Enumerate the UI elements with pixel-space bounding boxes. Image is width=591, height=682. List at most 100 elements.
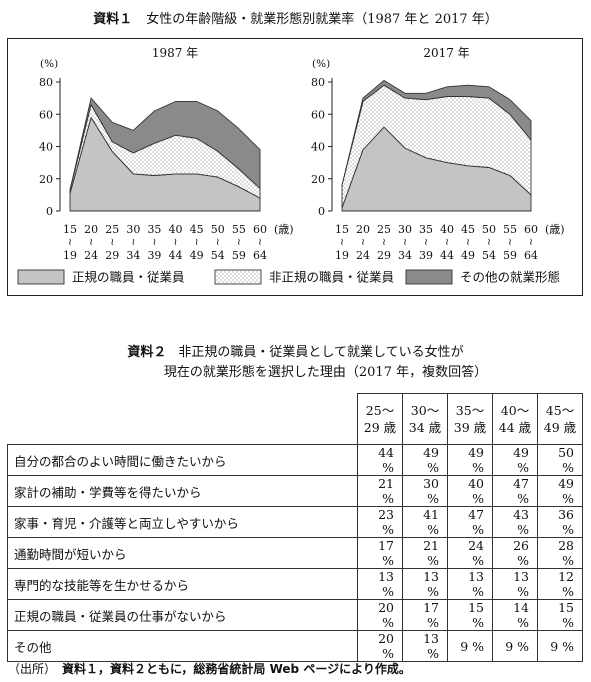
chart1-x-tick-bottom: 19 xyxy=(63,249,77,262)
chart2-y-tick-label: 0 xyxy=(318,205,325,218)
chart2-x-tick-top: 15 xyxy=(335,223,349,236)
legend-swatch-1 xyxy=(17,269,65,285)
column-header-bottom: 34 歳 xyxy=(408,420,442,435)
table-cell: 24 % xyxy=(447,537,493,569)
chart1-x-tick-top: 60 xyxy=(253,223,267,236)
chart1-x-tick-bottom: 64 xyxy=(253,249,267,262)
row-label: 家事・育児・介護等と両立しやすいから xyxy=(7,506,358,538)
table-column-header: 30～ 34 歳 xyxy=(402,393,448,445)
table-cell: 47 % xyxy=(447,506,493,538)
chart1-x-tick-top: 30 xyxy=(126,223,140,236)
table-cell: 40 % xyxy=(447,475,493,507)
chart2-x-tick-top: 40 xyxy=(440,223,454,236)
chart1-x-tick-top: 20 xyxy=(84,223,98,236)
chart1-x-tick-top: 25 xyxy=(105,223,119,236)
chart1-x-tick-sep: ≀ xyxy=(258,237,262,248)
material2-label: 資料２ xyxy=(127,345,167,360)
chart1-x-tick-bottom: 49 xyxy=(190,249,204,262)
chart2-xlabel: (歳) xyxy=(545,223,565,236)
chart1-x-tick-sep: ≀ xyxy=(237,237,241,248)
row-label: 家計の補助・学費等を得たいから xyxy=(7,475,358,507)
column-header-top: 40～ xyxy=(500,403,530,418)
chart1-y-tick-label: 40 xyxy=(39,141,53,154)
chart2-x-tick-sep: ≀ xyxy=(466,237,470,248)
chart2-y-tick-label: 80 xyxy=(311,76,325,89)
chart1-xlabel: (歳) xyxy=(274,223,294,236)
material1-chart-box: 1987 年 (%) 0 20 40 60 80 15 ≀ 19 20 ≀ 24 25 ≀ 29 30 ≀ 34 35… xyxy=(7,38,583,296)
table-header-row: 25～ 29 歳 30～ 34 歳 35～ 39 歳 40～ 44 歳 45～ 49 歳 xyxy=(7,393,583,445)
table-cell: 28 % xyxy=(537,537,583,569)
chart1-x-tick-bottom: 29 xyxy=(105,249,119,262)
table-cell: 26 % xyxy=(492,537,538,569)
chart2-x-tick-sep: ≀ xyxy=(529,237,533,248)
table-column-header: 25～ 29 歳 xyxy=(357,393,403,445)
table-cell: 9 % xyxy=(447,630,493,662)
table-row: 専門的な技能等を生かせるから 13 % 13 % 13 % 13 % 12 % xyxy=(7,568,583,600)
chart2-x-tick-sep: ≀ xyxy=(445,237,449,248)
table-cell: 9 % xyxy=(537,630,583,662)
chart2-x-tick-sep: ≀ xyxy=(487,237,491,248)
chart1-x-tick-bottom: 54 xyxy=(211,249,225,262)
chart2-x-tick-sep: ≀ xyxy=(508,237,512,248)
source-label: （出所） xyxy=(8,662,51,676)
table-cell: 13 % xyxy=(492,568,538,600)
table-cell: 12 % xyxy=(537,568,583,600)
table-cell: 41 % xyxy=(402,506,448,538)
table-column-header: 35～ 39 歳 xyxy=(447,393,493,445)
legend-swatch-3 xyxy=(405,269,453,285)
table-cell: 50 % xyxy=(537,444,583,476)
chart2-x-tick-bottom: 59 xyxy=(503,249,517,262)
chart1-x-tick-top: 45 xyxy=(190,223,204,236)
chart2-x-tick-sep: ≀ xyxy=(424,237,428,248)
material2-title-line2: 現在の就業形態を選択した理由（2017 年，複数回答） xyxy=(163,365,488,380)
column-header-bottom: 39 歳 xyxy=(453,420,487,435)
chart2-x-tick-bottom: 19 xyxy=(335,249,349,262)
chart2-area-3 xyxy=(341,79,532,186)
chart2-x-tick-bottom: 54 xyxy=(482,249,496,262)
table-cell: 49 % xyxy=(447,444,493,476)
table-cell: 23 % xyxy=(357,506,403,538)
chart1-x-tick-bottom: 34 xyxy=(126,249,140,262)
table-row: 家事・育児・介護等と両立しやすいから 23 % 41 % 47 % 43 % 36 % xyxy=(7,506,583,538)
column-header-top: 45～ xyxy=(545,403,575,418)
chart1-x-tick-sep: ≀ xyxy=(131,237,135,248)
table-row: 正規の職員・従業員の仕事がないから 20 % 17 % 15 % 14 % 15 % xyxy=(7,599,583,631)
chart2-ylabel: (%) xyxy=(312,58,330,70)
table-cell: 17 % xyxy=(402,599,448,631)
table-cell: 21 % xyxy=(357,475,403,507)
chart1-x-tick-bottom: 44 xyxy=(169,249,183,262)
chart2-x-tick-top: 20 xyxy=(356,223,370,236)
column-header-top: 25～ xyxy=(365,403,395,418)
chart1-x-tick-bottom: 24 xyxy=(84,249,98,262)
table-row: その他 20 % 13 % 9 % 9 % 9 % xyxy=(7,630,583,662)
row-label: 自分の都合のよい時間に働きたいから xyxy=(7,444,358,476)
chart2-x-tick-top: 45 xyxy=(461,223,475,236)
table-cell: 20 % xyxy=(357,630,403,662)
chart2-title: 2017 年 xyxy=(423,46,469,60)
legend-label-3: その他の就業形態 xyxy=(460,270,560,285)
table-cell: 13 % xyxy=(402,630,448,662)
table-cell: 15 % xyxy=(537,599,583,631)
table-row: 自分の都合のよい時間に働きたいから 44 % 49 % 49 % 49 % 50 % xyxy=(7,444,583,476)
chart2-y-tick-label: 20 xyxy=(311,173,325,186)
chart1-x-tick-top: 50 xyxy=(211,223,225,236)
table-row: 通勤時間が短いから 17 % 21 % 24 % 26 % 28 % xyxy=(7,537,583,569)
table-cell: 15 % xyxy=(447,599,493,631)
chart2-x-tick-top: 35 xyxy=(419,223,433,236)
column-header-top: 35～ xyxy=(455,403,485,418)
table-cell: 30 % xyxy=(402,475,448,507)
chart1-area-3 xyxy=(69,97,261,191)
chart2-x-tick-top: 55 xyxy=(503,223,517,236)
chart2-x-tick-sep: ≀ xyxy=(361,237,365,248)
material1-title: 女性の年齢階級・就業形態別就業率（1987 年と 2017 年） xyxy=(146,12,498,27)
chart2-x-tick-bottom: 44 xyxy=(440,249,454,262)
chart1-title: 1987 年 xyxy=(152,46,198,60)
charts-svg: 1987 年(%)02040608015≀1920≀2425≀2930≀3435… xyxy=(17,46,565,285)
table-cell: 49 % xyxy=(492,444,538,476)
chart1-x-tick-sep: ≀ xyxy=(174,237,178,248)
table-cell: 49 % xyxy=(402,444,448,476)
table-cell: 13 % xyxy=(402,568,448,600)
material2-title-line1: 非正規の職員・従業員として就業している女性が xyxy=(178,345,464,360)
chart1-x-tick-sep: ≀ xyxy=(153,237,157,248)
